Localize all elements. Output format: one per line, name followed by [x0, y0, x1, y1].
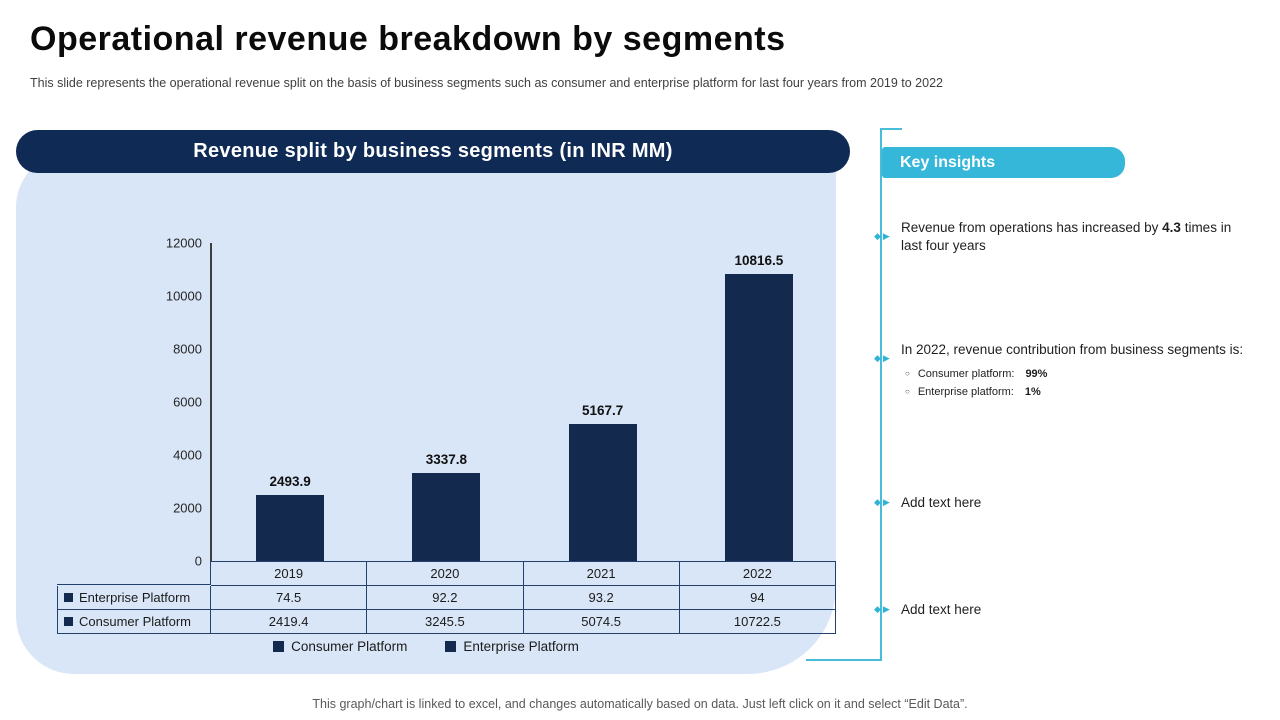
insight-subitem: ○ Consumer platform: 99%: [905, 368, 1048, 381]
legend-swatch-icon: [445, 641, 457, 652]
bar-column-2020: 3337.8: [368, 243, 524, 561]
insight-item[interactable]: ◆▶ Add text here: [874, 601, 1253, 619]
chart-header-pill: Revenue split by business segments (in I…: [16, 130, 850, 173]
legend-swatch-icon: [273, 641, 285, 652]
table-value-cell: 93.2: [523, 586, 680, 610]
insight-marker-icon: ◆▶: [874, 231, 892, 241]
insight-item[interactable]: ◆▶ Add text here: [874, 494, 1253, 512]
insight-marker-icon: ◆▶: [874, 353, 892, 363]
legend-label: Consumer Platform: [291, 639, 408, 654]
circle-bullet-icon: ○: [905, 369, 910, 379]
bar-2022: [724, 274, 793, 561]
legend-item: Enterprise Platform: [445, 639, 579, 654]
series-swatch-icon: [64, 593, 73, 602]
page-subtitle: This slide represents the operational re…: [30, 76, 943, 90]
table-corner-cell: [57, 561, 211, 585]
insight-text: Add text here: [901, 602, 982, 617]
table-row-label-text: Consumer Platform: [79, 614, 191, 629]
table-value-cell: 5074.5: [523, 610, 680, 634]
bar-value-label: 10816.5: [734, 253, 784, 269]
footer-note: This graph/chart is linked to excel, and…: [312, 697, 968, 711]
connector-top-line: [880, 128, 902, 130]
series-swatch-icon: [64, 617, 73, 626]
x-axis-label: 2022: [679, 561, 836, 586]
table-row-label-text: Enterprise Platform: [79, 590, 191, 605]
table-value-cell: 3245.5: [367, 610, 524, 634]
y-axis: 0 2000 4000 6000 8000 10000 12000: [150, 236, 202, 569]
bar-column-2021: 5167.7: [525, 243, 681, 561]
x-axis-label: 2020: [367, 561, 524, 586]
insight-marker-icon: ◆▶: [874, 497, 892, 507]
key-insights-header: Key insights: [882, 147, 1125, 178]
y-tick-label: 8000: [173, 341, 202, 357]
insight-item: ◆▶ Revenue from operations has increased …: [874, 219, 1253, 255]
insight-sublist: ○ Consumer platform: 99% ○ Enterprise platfo…: [901, 367, 1253, 400]
bar-columns: 2493.9 3337.8 5167.7 10816.5: [212, 243, 837, 561]
insight-marker-icon: ◆▶: [874, 604, 892, 614]
bar-2021: [568, 424, 637, 561]
connector-vertical-line: [880, 128, 882, 661]
bar-column-2022: 10816.5: [681, 243, 837, 561]
table-row-label: Enterprise Platform: [57, 586, 211, 610]
y-tick-label: 2000: [173, 500, 202, 516]
connector-bottom-line: [806, 659, 882, 661]
y-tick-label: 0: [194, 553, 202, 569]
y-tick-label: 6000: [173, 394, 202, 410]
bar-value-label: 3337.8: [425, 451, 468, 467]
bar-column-2019: 2493.9: [212, 243, 368, 561]
plot-area[interactable]: 2493.9 3337.8 5167.7 10816.5: [210, 243, 837, 561]
insight-subitem: ○ Enterprise platform: 1%: [905, 386, 1041, 399]
x-axis-label: 2019: [211, 561, 368, 586]
bar-2020: [412, 472, 481, 561]
bar-value-label: 2493.9: [269, 473, 311, 489]
table-value-cell: 94: [679, 586, 836, 610]
data-table: 2019 2020 2021 2022 Enterprise Platform 74.5 9…: [57, 561, 836, 634]
table-row-label: Consumer Platform: [57, 610, 211, 634]
bar-2019: [256, 494, 325, 561]
circle-bullet-icon: ○: [905, 387, 910, 397]
y-tick-label: 4000: [173, 447, 202, 463]
insight-item: ◆▶ In 2022, revenue contribution from bus…: [874, 341, 1253, 400]
y-tick-label: 10000: [165, 288, 202, 304]
legend-label: Enterprise Platform: [463, 639, 579, 654]
table-value-cell: 2419.4: [211, 610, 368, 634]
table-value-cell: 10722.5: [679, 610, 836, 634]
page-title: Operational revenue breakdown by segment…: [30, 20, 786, 58]
insight-text: In 2022, revenue contribution from busin…: [901, 342, 1244, 357]
chart-legend: Consumer Platform Enterprise Platform: [16, 639, 836, 654]
table-value-cell: 74.5: [211, 586, 368, 610]
y-tick-label: 12000: [165, 235, 202, 251]
table-value-cell: 92.2: [367, 586, 524, 610]
insight-text: Revenue from operations has increased by…: [901, 220, 1232, 254]
bar-value-label: 5167.7: [581, 403, 624, 419]
x-axis-label: 2021: [523, 561, 680, 586]
legend-item: Consumer Platform: [273, 639, 407, 654]
insight-text: Add text here: [901, 495, 982, 510]
chart-panel[interactable]: [16, 152, 836, 674]
